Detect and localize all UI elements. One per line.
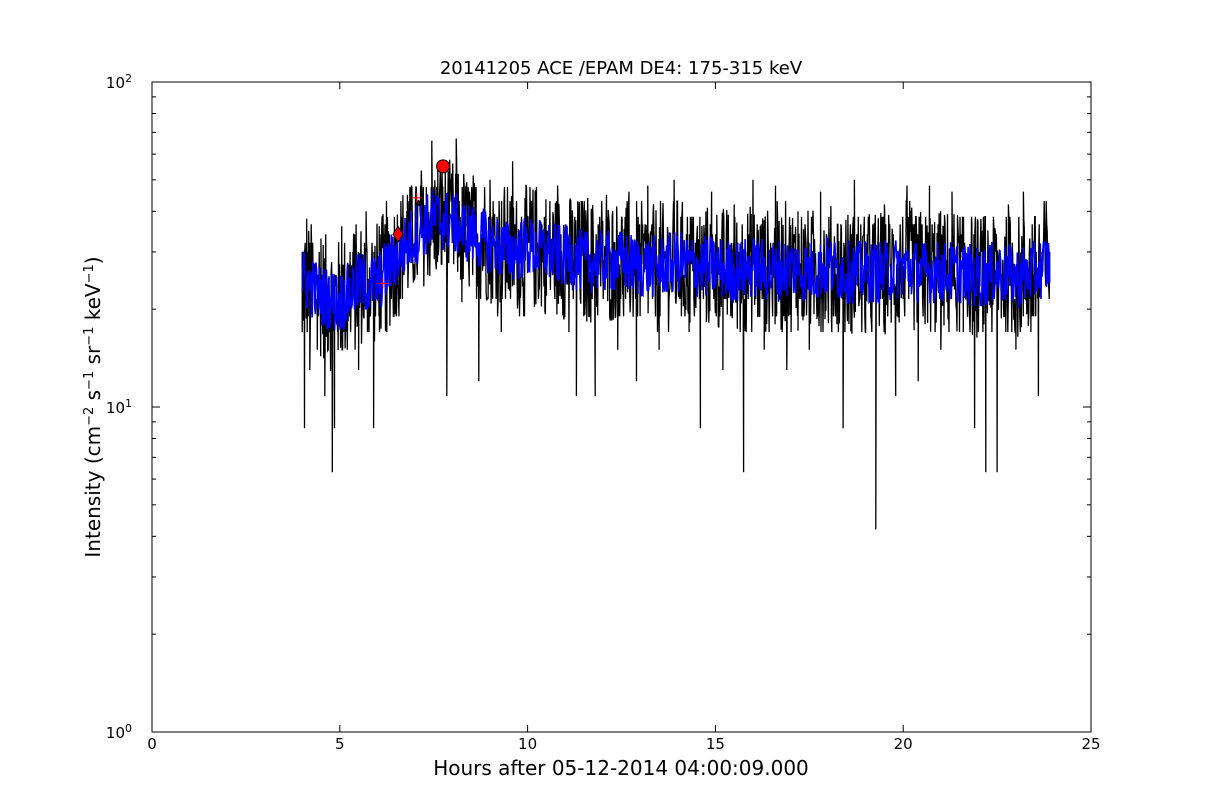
x-tick-label-4: 20 (894, 735, 913, 753)
plot-area (301, 138, 1051, 530)
x-tick-label-5: 25 (1081, 735, 1100, 753)
y-axis-label: Intensity (cm−2 s−1 sr−1 keV−1) (81, 256, 105, 557)
x-tick-label-3: 15 (706, 735, 725, 753)
x-tick-label-0: 0 (147, 735, 157, 753)
x-tick-label-1: 5 (335, 735, 345, 753)
x-axis-label: Hours after 05-12-2014 04:00:09.000 (433, 756, 809, 780)
y-tick-label-1: 101 (106, 397, 132, 418)
series-smoothed-line (301, 190, 1051, 330)
marker-circle-1 (436, 159, 451, 174)
chart-title: 20141205 ACE /EPAM DE4: 175-315 keV (440, 58, 803, 79)
marker-plus-3 (377, 278, 388, 289)
marker-plus-2 (411, 192, 422, 203)
ticks-layer: 0 5 10 15 20 25 100 101 102 (106, 72, 1101, 754)
y-tick-label-2: 102 (106, 72, 132, 93)
series-raw-line (301, 138, 1051, 530)
x-tick-label-2: 10 (518, 735, 537, 753)
marker-diamond-0 (392, 225, 404, 244)
y-tick-label-0: 100 (106, 722, 132, 743)
